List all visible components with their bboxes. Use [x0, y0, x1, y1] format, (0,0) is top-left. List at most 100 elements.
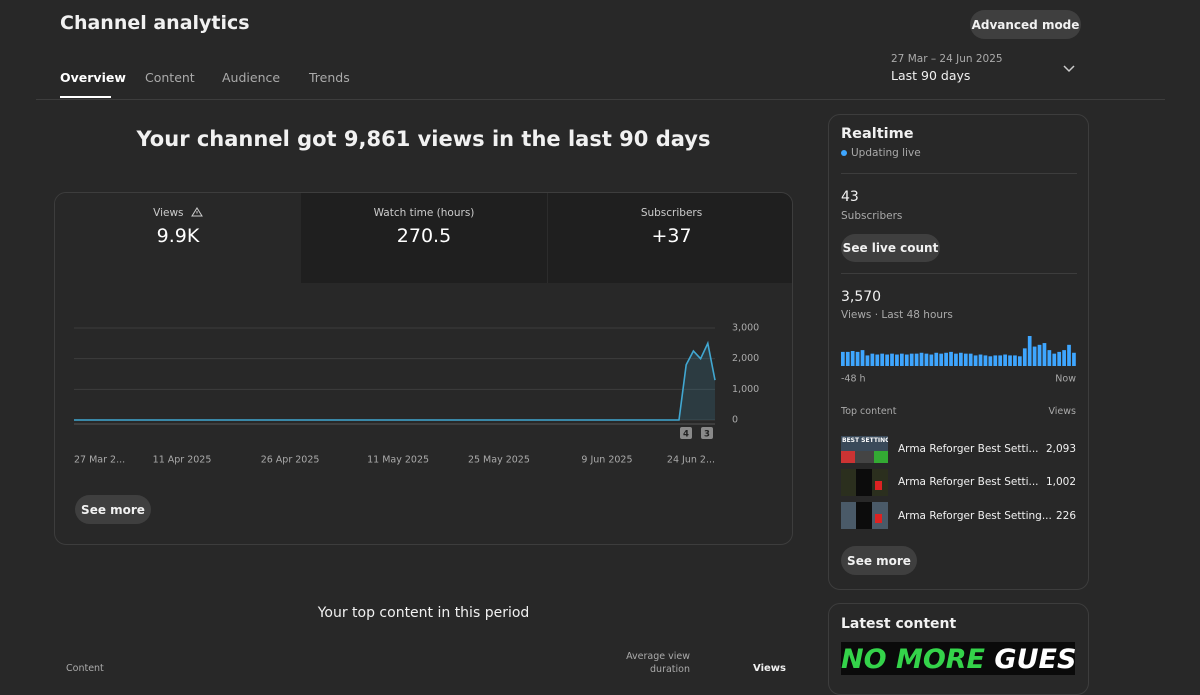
bar	[929, 354, 934, 366]
thumbnail[interactable]	[841, 502, 888, 529]
see-more-button[interactable]: See more	[75, 495, 151, 524]
content-title[interactable]: Arma Reforger Best Setti...	[898, 443, 1039, 455]
thumbnail[interactable]: BEST SETTINGS	[841, 436, 888, 463]
content-views: 1,002	[1045, 476, 1076, 488]
bar	[944, 352, 948, 366]
thumbnail-text: NO MORE	[841, 644, 986, 675]
content-title[interactable]: Arma Reforger Best Setting...	[898, 510, 1052, 522]
tab[interactable]: Content	[145, 70, 195, 85]
thumbnail-text: BEST SETTINGS	[842, 437, 888, 444]
metric-tab[interactable]: Views 9.9K	[55, 193, 301, 283]
x-tick-label: 25 May 2025	[468, 455, 530, 466]
bar	[1062, 350, 1066, 366]
bar	[895, 354, 899, 366]
bar	[1027, 336, 1032, 366]
tab-indicator	[60, 96, 111, 98]
axis-label: -48 h	[841, 374, 866, 385]
x-tick-label: 26 Apr 2025	[261, 455, 320, 466]
advanced-mode-button[interactable]: Advanced mode	[970, 10, 1081, 39]
column-header[interactable]: Views	[753, 663, 786, 674]
realtime-title: Realtime	[841, 126, 914, 142]
bar	[845, 351, 850, 366]
bar	[1042, 343, 1047, 366]
divider	[841, 273, 1077, 274]
bar	[1003, 354, 1007, 366]
annotation-badge	[680, 427, 692, 439]
bar	[919, 352, 924, 366]
bar	[993, 355, 998, 366]
bar	[880, 353, 885, 366]
bar	[998, 355, 1003, 366]
y-tick-label: 3,000	[732, 323, 759, 334]
bar	[909, 353, 914, 366]
bar	[1072, 352, 1076, 366]
subscriber-label: Subscribers	[841, 210, 903, 222]
bar	[914, 353, 919, 366]
tab[interactable]: Overview	[60, 70, 126, 85]
live-dot	[841, 150, 847, 156]
content-title[interactable]: Arma Reforger Best Setti...	[898, 476, 1039, 488]
line	[74, 340, 716, 421]
live-status: Updating live	[851, 147, 921, 159]
bar	[924, 353, 929, 366]
bar	[934, 352, 939, 366]
metric-label: Views	[153, 207, 184, 219]
bar	[841, 351, 845, 366]
bar	[959, 352, 963, 366]
views-label: Views · Last 48 hours	[841, 309, 953, 321]
bar	[1018, 356, 1022, 366]
bar	[890, 353, 894, 366]
live-count-button[interactable]: See live count	[841, 234, 940, 262]
bar	[1008, 355, 1012, 366]
bar	[954, 353, 958, 366]
tab[interactable]: Trends	[309, 70, 350, 85]
metric-tab[interactable]: Watch time (hours) 270.5	[301, 193, 547, 283]
annotation-badge	[701, 427, 713, 439]
bar	[1032, 346, 1037, 366]
summary-heading: Your channel got 9,861 views in the last…	[136, 127, 711, 151]
period[interactable]: Last 90 days	[891, 68, 971, 83]
divider	[36, 99, 1165, 100]
y-tick-label: 2,000	[732, 353, 759, 364]
bar	[855, 351, 860, 366]
thumbnail[interactable]	[841, 469, 888, 496]
latest-content-title: Latest content	[841, 616, 957, 632]
x-tick-label: 24 Jun 2...	[667, 455, 715, 466]
content-views: 226	[1055, 510, 1076, 522]
bar	[983, 355, 988, 366]
bar	[885, 354, 889, 366]
metric-tab[interactable]: Subscribers +37	[547, 193, 792, 283]
latest-thumbnail[interactable]: NO MORE GUESSING!	[841, 642, 1075, 675]
metric-value: 9.9K	[156, 225, 200, 247]
bar	[904, 354, 909, 366]
x-tick-label: 27 Mar 2...	[74, 455, 125, 466]
see-more-button[interactable]: See more	[841, 546, 917, 575]
bar	[900, 353, 904, 366]
bar	[968, 353, 973, 366]
page-body: Channel analytics Advanced mode Overview…	[36, 10, 1165, 695]
bar	[949, 351, 953, 366]
section-title: Your top content in this period	[317, 605, 530, 621]
warning-icon	[190, 207, 203, 217]
bar	[1067, 344, 1071, 366]
bar	[865, 355, 870, 366]
annotation: 3	[704, 430, 710, 440]
views-chart: 0 1,000 2,000 3,000 27 Mar 2... 11 Apr 2025 26…	[74, 323, 759, 466]
x-tick-label: 9 Jun 2025	[581, 455, 632, 466]
realtime-card	[828, 114, 1089, 590]
page-title: Channel analytics	[60, 12, 250, 34]
bar	[1037, 344, 1042, 366]
column-header[interactable]: Content	[66, 663, 104, 674]
bar	[1013, 355, 1017, 366]
bar	[963, 353, 968, 366]
bar	[1057, 351, 1062, 366]
date-range[interactable]: 27 Mar – 24 Jun 2025	[891, 53, 1003, 65]
column-header: Views	[1048, 406, 1077, 417]
tab[interactable]: Audience	[222, 70, 281, 85]
column-header[interactable]: Average view duration	[626, 651, 690, 675]
dropdown-icon[interactable]	[1062, 63, 1076, 75]
y-tick-label: 0	[732, 415, 738, 426]
bar	[988, 356, 993, 366]
metric-label: Subscribers	[640, 207, 703, 219]
thumbnail-text: GUESSING!	[994, 644, 1075, 675]
